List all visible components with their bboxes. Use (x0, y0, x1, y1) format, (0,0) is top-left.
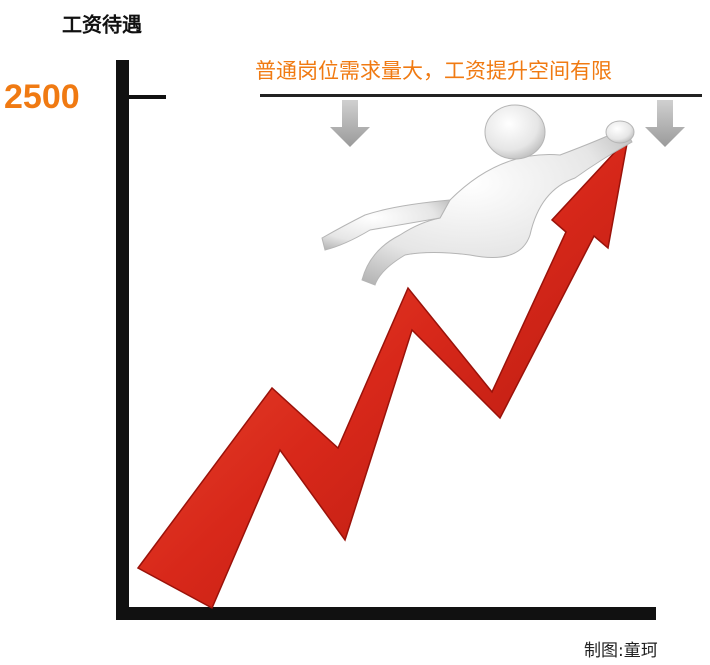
x-axis (116, 607, 656, 620)
growth-arrow (136, 135, 630, 610)
title: 工资待遇 (62, 13, 142, 37)
figure (321, 104, 635, 286)
y-axis (116, 60, 129, 620)
limit-line (260, 94, 702, 97)
credit: 制图:童珂 (584, 641, 658, 661)
tick-label: 2500 (4, 78, 80, 116)
annotation: 普通岗位需求量大，工资提升空间有限 (255, 59, 612, 83)
tick (128, 95, 166, 99)
down-arrows (330, 100, 685, 147)
